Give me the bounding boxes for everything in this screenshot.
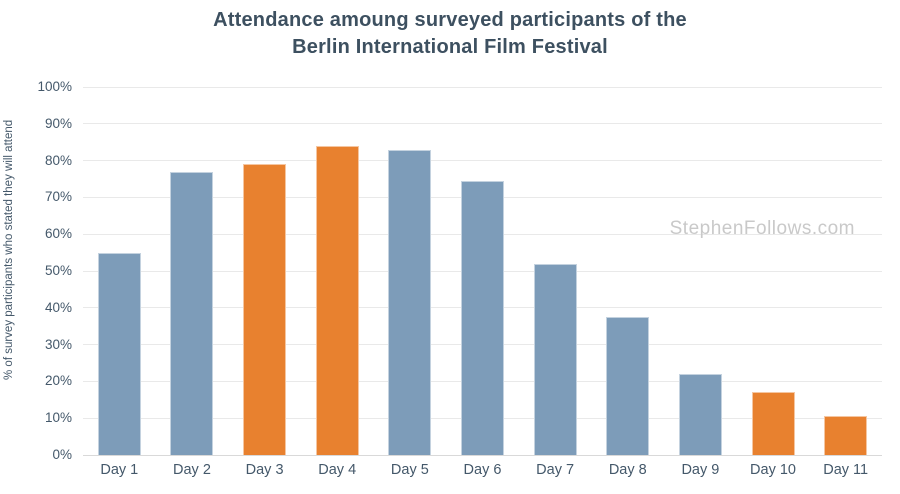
y-tick-label-30: 30% [44,336,72,352]
bar-day-10 [751,392,795,455]
x-tick-label-day-6: Day 6 [463,462,502,478]
bar-day-2 [170,171,214,455]
y-tick-label-80: 80% [44,152,72,168]
y-tick-label-40: 40% [44,299,72,315]
x-tick-label-day-7: Day 7 [536,462,575,478]
chart-title-line-1: Attendance amoung surveyed participants … [213,9,687,31]
y-axis-tick-labels: 0% 10% 20% 30% 40% 50% 60% 70% 80% 90% 100% [0,79,72,462]
y-tick-label-90: 90% [44,115,72,131]
y-tick-label-0: 0% [52,447,72,462]
bar-day-7 [533,263,577,455]
y-tick-label-50: 50% [44,263,72,278]
bar-day-9 [678,374,722,455]
x-tick-label-day-8: Day 8 [608,462,647,478]
x-tick-label-day-2: Day 2 [173,462,211,478]
x-tick-label-day-10: Day 10 [750,462,796,478]
gridline-100 [83,86,882,88]
bar-day-3 [243,164,287,455]
bar-day-8 [606,317,650,455]
bar-day-11 [824,416,868,455]
x-axis-line [83,454,882,456]
gridline-80 [83,160,882,162]
x-tick-label-day-3: Day 3 [245,462,284,478]
watermark: StephenFollows.com [669,218,855,239]
bar-day-4 [315,145,359,455]
x-tick-label-day-11: Day 11 [823,462,869,478]
chart-title: Attendance amoung surveyed participants … [0,7,900,61]
gridline-90 [83,123,882,125]
x-axis-tick-labels: Day 1 Day 2 Day 3 Day 4 Day 5 Day 6 Day 7 Day 8… [83,462,882,484]
chart-title-line-2: Berlin International Film Festival [292,36,608,58]
y-tick-label-70: 70% [44,189,72,205]
y-tick-label-20: 20% [44,373,72,389]
bar-day-6 [461,180,504,455]
x-tick-label-day-4: Day 4 [318,462,357,478]
y-tick-label-100: 100% [37,79,72,94]
y-tick-label-10: 10% [44,410,72,426]
x-tick-label-day-1: Day 1 [100,462,139,478]
bar-day-1 [97,252,141,455]
y-tick-label-60: 60% [44,226,72,242]
plot-area: StephenFollows.com [83,86,882,456]
bar-day-5 [388,149,432,455]
x-tick-label-day-5: Day 5 [390,462,429,478]
x-tick-label-day-9: Day 9 [681,462,720,478]
